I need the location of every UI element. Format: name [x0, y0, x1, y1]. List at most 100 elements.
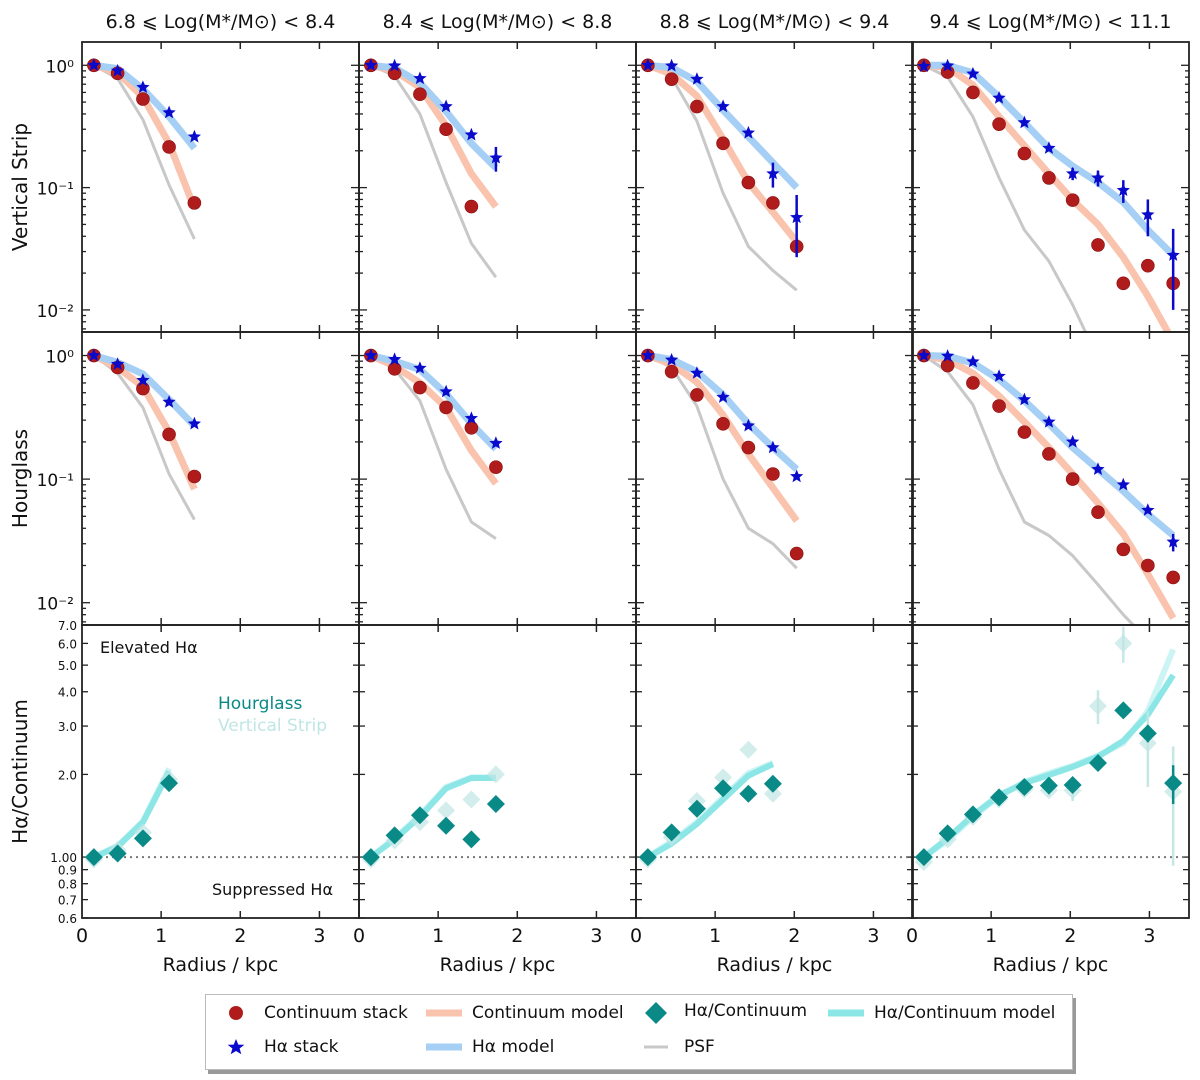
x-tick-label: 2 [1064, 925, 1076, 947]
ha-stack-point [641, 58, 655, 71]
ratio-strip-point [714, 768, 733, 787]
y-tick-label: 3.0 [58, 720, 77, 734]
ha-stack-point [162, 105, 176, 119]
continuum-stack-point [690, 99, 704, 114]
ha-stack-point [790, 210, 804, 224]
continuum-stack-point [716, 417, 730, 431]
continuum-stack-point [136, 381, 150, 396]
ha-stack-point [1116, 183, 1130, 196]
ha-model-line [93, 61, 198, 151]
continuum-stack-point [1166, 570, 1180, 585]
ha-stack-point [941, 58, 955, 72]
panel-frame [911, 331, 1190, 626]
ha-stack-point [992, 91, 1006, 104]
continuum-stack-point [690, 388, 704, 402]
continuum-stack-point [1065, 193, 1080, 207]
continuum-stack-point [1091, 238, 1105, 252]
continuum-model-line [923, 61, 1172, 332]
legend-item-psf: PSF [636, 1037, 715, 1057]
ratio-hourglass-point [714, 779, 733, 798]
ratio-hourglass-point [1039, 776, 1058, 795]
continuum-stack-point [489, 460, 503, 474]
column-title: 8.4 ⩽ Log(M*/M⊙) < 8.8 [383, 11, 613, 33]
ratio-hourglass-point [410, 806, 429, 825]
panel-frame [81, 624, 360, 919]
legend-label: Hα model [472, 1037, 555, 1057]
ha-stack-point [1017, 392, 1031, 406]
ratio-hourglass-point [160, 774, 179, 793]
legend-item-ha-model: Hα model [424, 1037, 554, 1057]
continuum-stack-point [789, 546, 804, 561]
y-tick-label: 10⁰ [46, 57, 75, 77]
ha-stack-point [388, 352, 402, 366]
continuum-stack-point [162, 427, 176, 442]
y-tick-label: 0.7 [58, 894, 77, 908]
y-tick-label: 10⁻² [37, 595, 74, 615]
line-marker-icon [424, 1003, 464, 1023]
y-tick-label: 7.0 [58, 619, 77, 633]
ratio-hourglass-point [638, 848, 657, 867]
ha-stack-point [1141, 207, 1155, 221]
x-tick-label: 3 [867, 925, 879, 947]
ha-stack-point [766, 440, 780, 454]
legend-item-ha-stack: Hα stack [216, 1037, 339, 1057]
x-tick-label: 3 [590, 925, 602, 947]
continuum-stack-point [1042, 171, 1056, 185]
ha-stack-point [665, 58, 679, 72]
ratio-hourglass-point [963, 805, 982, 824]
ha-stack-point [1091, 462, 1105, 475]
continuum-stack-point [439, 122, 453, 137]
ratio-hourglass-point [1138, 724, 1157, 743]
ha-stack-point [1166, 248, 1180, 261]
ha-stack-point [187, 129, 201, 143]
ha-stack-point [136, 373, 150, 386]
ha-stack-point [1141, 503, 1155, 516]
ha-stack-point [641, 348, 655, 362]
x-tick-label: 2 [511, 925, 523, 947]
line-marker-icon [826, 1003, 866, 1023]
hourglass-annotation: Hourglass [218, 694, 302, 714]
continuum-stack-point [1042, 447, 1056, 461]
continuum-stack-point [1141, 258, 1155, 273]
x-tick-label: 0 [630, 925, 642, 947]
ratio-model-hourglass-line [369, 775, 496, 860]
x-tick-label: 1 [709, 925, 721, 947]
ha-stack-point [1116, 477, 1130, 491]
ha-stack-point [741, 418, 755, 432]
ha-stack-point [87, 58, 101, 71]
x-tick-label: 3 [1143, 925, 1155, 947]
ratio-hourglass-point [739, 784, 758, 803]
legend-label: Hα/Continuum [684, 1001, 808, 1021]
psf-line [93, 63, 196, 240]
ha-stack-point [941, 349, 955, 362]
ha-stack-point [917, 59, 931, 72]
ha-stack-point [790, 469, 804, 483]
ha-stack-point [364, 58, 378, 71]
ratio-hourglass-point [1088, 754, 1107, 773]
ratio-strip-point [1114, 634, 1133, 653]
ha-stack-point [766, 166, 780, 180]
continuum-model-line [370, 61, 499, 209]
x-axis-label: Radius / kpc [717, 954, 833, 976]
ha-stack-point [87, 348, 101, 362]
row-label: Vertical Strip [8, 123, 32, 251]
y-tick-label: 10⁰ [46, 348, 75, 368]
ha-stack-point [665, 353, 679, 366]
circle-marker-icon [216, 1003, 256, 1023]
ratio-strip-point [739, 740, 758, 759]
continuum-stack-point [664, 72, 679, 86]
legend-label: PSF [684, 1037, 715, 1057]
ratio-hourglass-point [361, 848, 380, 867]
ha-stack-point [690, 72, 704, 85]
continuum-stack-point [1091, 505, 1105, 519]
continuum-stack-point [992, 399, 1006, 413]
ratio-strip-point [462, 790, 481, 809]
ha-stack-point [992, 369, 1006, 382]
ratio-hourglass-point [938, 824, 957, 843]
ha-stack-point [111, 63, 125, 77]
continuum-stack-point [741, 175, 756, 190]
continuum-stack-point [464, 199, 479, 214]
continuum-stack-point [1017, 146, 1032, 161]
ha-stack-point [413, 361, 427, 374]
ha-stack-point [1166, 535, 1180, 548]
